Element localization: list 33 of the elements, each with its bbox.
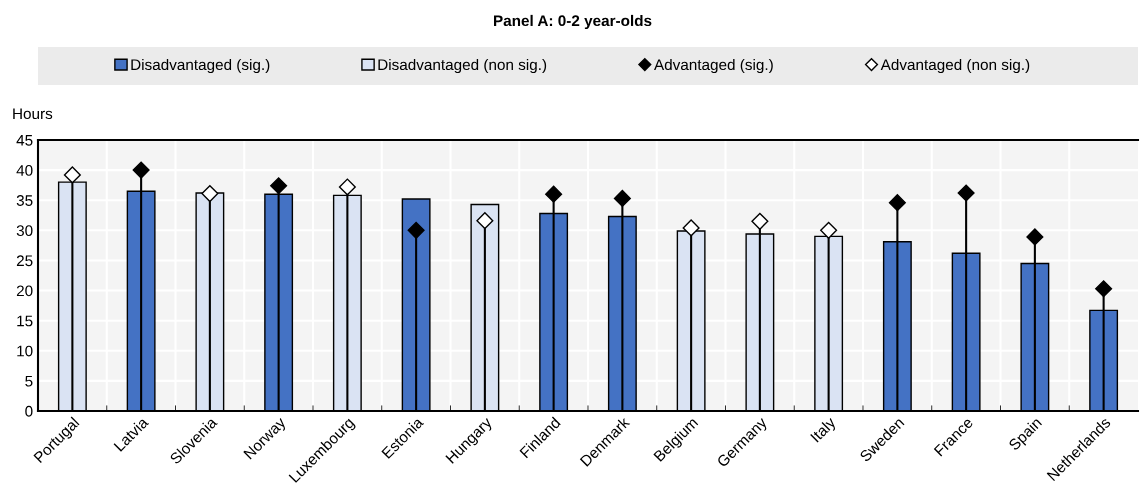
y-tick-label: 10 <box>17 345 33 357</box>
point <box>63 166 81 184</box>
point <box>682 219 700 237</box>
point <box>201 185 219 203</box>
point <box>957 184 975 202</box>
point <box>407 221 425 239</box>
y-tick-label: 20 <box>16 285 33 297</box>
y-axis-title: Hours <box>13 108 53 120</box>
point <box>888 194 906 212</box>
y-tick-label: 5 <box>25 375 33 387</box>
point <box>1026 228 1044 246</box>
chart-title: Panel A: 0-2 year-olds <box>494 14 652 30</box>
legend-label: Advantaged (sig.) <box>654 58 773 74</box>
point <box>613 189 631 207</box>
point <box>270 177 288 195</box>
y-tick-label: 40 <box>16 164 33 176</box>
point <box>751 212 769 230</box>
y-tick-label: 30 <box>16 225 33 237</box>
x-tick-label: Italy <box>809 415 839 445</box>
y-tick-label: 15 <box>17 315 33 327</box>
point <box>545 185 563 203</box>
point <box>1095 280 1113 298</box>
legend-label: Disadvantaged (non sig.) <box>378 58 547 74</box>
y-tick-label: 45 <box>16 135 33 146</box>
legend-label: Disadvantaged (sig.) <box>131 58 270 74</box>
y-tick-label: 0 <box>25 405 33 417</box>
point <box>338 178 356 196</box>
point <box>820 221 838 239</box>
y-tick-label: 25 <box>16 255 33 267</box>
y-tick-label: 35 <box>16 195 33 206</box>
point <box>132 161 150 179</box>
legend-label: Advantaged (non sig.) <box>880 58 1030 74</box>
point <box>476 212 494 230</box>
